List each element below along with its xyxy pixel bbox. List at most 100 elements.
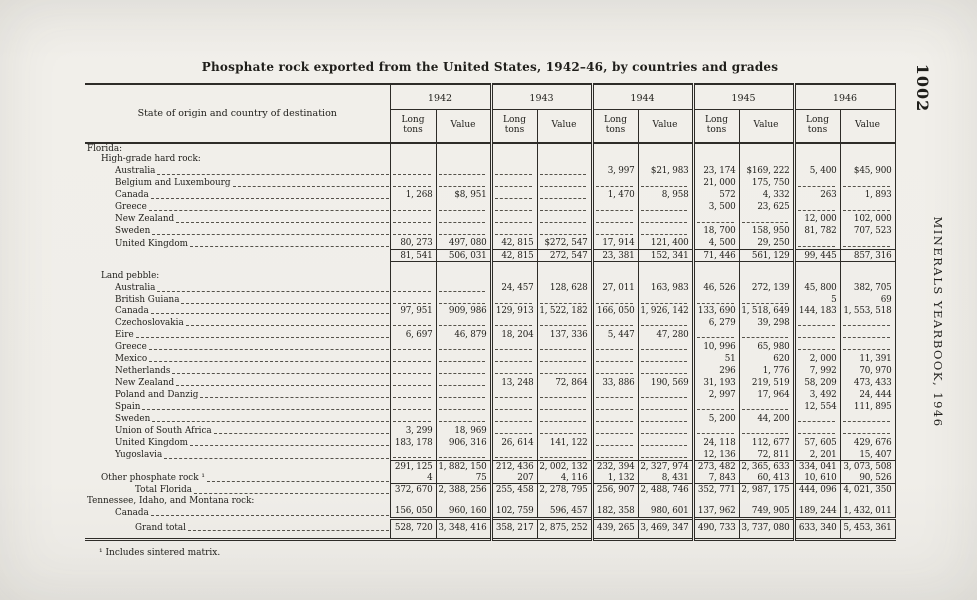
data-cell [839,176,895,189]
header-row-years: State of origin and country of destinati… [85,84,895,144]
empty-cell-dashes [696,294,734,304]
data-cell: 97, 951 [389,305,436,317]
empty-cell-dashes [741,294,788,304]
data-cell [792,176,840,189]
running-header: MINERALS YEARBOOK, 1946 [931,216,945,428]
empty-cell-dashes [797,201,835,211]
data-cell [590,412,638,425]
table-row: Tennessee, Idaho, and Montana rock: [85,495,895,507]
data-cell [590,495,638,507]
empty-cell-dashes [539,352,586,363]
data-cell [489,412,537,425]
data-cell: 152, 341 [637,248,693,263]
data-cell [738,271,794,282]
empty-cell-dashes [494,189,532,199]
data-cell: 133, 690 [691,305,739,317]
empty-cell-dashes [741,328,788,339]
data-cell: 21, 000 [691,176,739,189]
empty-cell-dashes [595,177,633,187]
data-cell [590,340,638,353]
data-cell [435,388,491,401]
table-row: Mexico 51 620 2, 000 11, 391 [85,352,895,365]
dotted-leader [152,421,389,423]
data-cell: 2, 365, 633 [738,460,794,473]
table-row: Australia 24, 457 128, 628 27, 011 163, 983 4… [85,281,895,294]
data-cell [389,316,436,329]
row-label: Greece [85,340,390,352]
data-cell: 2, 488, 746 [637,483,693,496]
empty-cell-dashes [494,412,532,423]
data-cell [389,142,436,155]
dotted-leader [152,233,389,235]
empty-cell-dashes [539,448,586,459]
data-cell [536,293,592,306]
data-cell: 2, 875, 252 [536,516,592,540]
data-cell [839,261,895,272]
empty-cell-dashes [539,225,586,235]
empty-cell-dashes [438,448,485,459]
empty-cell-dashes [797,340,835,351]
data-cell [389,224,436,237]
empty-cell-dashes [640,352,687,363]
row-label-text: Greece [115,341,147,352]
empty-cell-dashes [539,340,586,351]
data-cell: 24, 118 [691,436,739,449]
empty-cell-dashes [438,201,485,211]
data-cell: 99, 445 [792,248,840,263]
data-cell: 1, 268 [389,188,436,201]
data-cell [792,412,840,425]
empty-cell-dashes [539,388,586,399]
data-cell: 4, 332 [738,188,794,201]
dotted-leader [142,409,389,411]
dotted-leader [206,480,389,482]
unit-header: Value [738,109,794,144]
empty-cell-dashes [797,424,835,435]
data-cell [839,495,895,507]
empty-cell-dashes [539,412,586,423]
data-cell: 158, 950 [738,224,794,237]
data-cell: 90, 526 [839,472,895,484]
data-cell [536,448,592,461]
data-cell [839,412,895,425]
data-cell: 72, 864 [536,376,592,389]
data-cell: 439, 265 [590,516,638,540]
table-row: United Kingdom 183, 178 906, 316 26, 614 141… [85,436,895,449]
data-cell: 5, 200 [691,412,739,425]
data-cell [489,261,537,272]
data-cell [637,364,693,377]
row-label: Sweden [85,412,390,424]
empty-cell-dashes [494,424,532,435]
data-cell [489,212,537,225]
empty-cell-dashes [392,448,431,459]
data-cell [435,176,491,189]
dotted-leader [200,397,389,399]
row-label: United Kingdom [85,436,390,448]
data-cell: 3, 469, 347 [637,516,693,540]
data-cell: 596, 457 [536,506,592,519]
data-cell: 45, 800 [792,281,840,294]
row-label-text: Netherlands [115,365,171,376]
data-cell [489,271,537,282]
data-cell [839,271,895,282]
table-row: Total Florida 372, 670 2, 388, 256 255, 458… [85,483,895,496]
empty-cell-dashes [842,316,890,327]
row-label: Canada [85,506,390,518]
data-cell [691,400,739,413]
data-cell: 2, 327, 974 [637,460,693,473]
data-cell [839,316,895,329]
data-cell: 42, 815 [489,248,537,263]
data-cell [738,212,794,225]
empty-cell-dashes [640,448,687,459]
data-cell: 857, 316 [839,248,895,263]
data-cell [738,424,794,437]
empty-cell-dashes [539,201,586,211]
table-row: Canada 97, 951 909, 986 129, 913 1, 522, 182… [85,305,895,317]
data-cell: 2, 278, 795 [536,483,592,496]
data-cell [389,448,436,461]
empty-cell-dashes [438,388,485,399]
data-cell: 18, 969 [435,424,491,437]
data-cell [691,212,739,225]
data-cell [536,224,592,237]
data-cell [489,316,537,329]
empty-cell-dashes [438,294,485,304]
